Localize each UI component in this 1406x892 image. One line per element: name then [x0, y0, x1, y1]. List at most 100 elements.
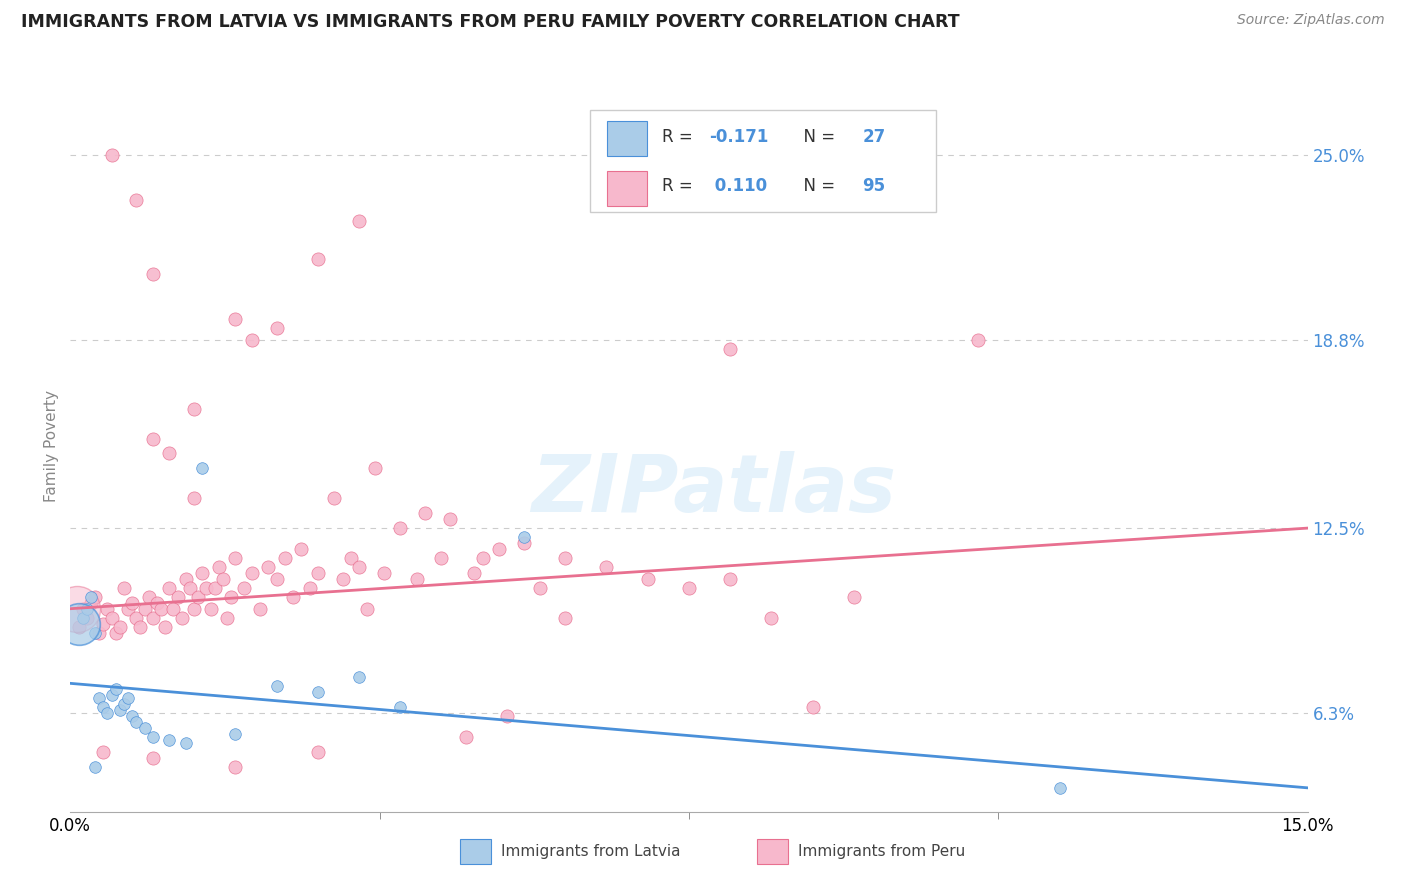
Point	[162, 601, 184, 615]
FancyBboxPatch shape	[591, 110, 936, 212]
Point	[554, 610, 576, 624]
Point	[191, 461, 214, 475]
Bar	[607, 120, 647, 155]
Point	[529, 581, 551, 595]
Point	[96, 601, 118, 615]
Point	[513, 530, 536, 544]
Text: 0.110: 0.110	[709, 178, 766, 195]
Point	[496, 709, 519, 723]
Point	[108, 619, 131, 633]
Point	[678, 581, 700, 595]
Point	[157, 733, 180, 747]
Text: ZIPatlas: ZIPatlas	[531, 450, 896, 529]
Bar	[756, 838, 787, 864]
Point	[66, 601, 89, 615]
Point	[138, 590, 160, 604]
Point	[166, 590, 188, 604]
Point	[72, 610, 94, 624]
Point	[405, 572, 427, 586]
Point	[170, 610, 193, 624]
Text: IMMIGRANTS FROM LATVIA VS IMMIGRANTS FROM PERU FAMILY POVERTY CORRELATION CHART: IMMIGRANTS FROM LATVIA VS IMMIGRANTS FRO…	[21, 13, 960, 31]
Point	[84, 760, 107, 774]
Point	[356, 601, 378, 615]
Point	[266, 572, 288, 586]
Point	[200, 601, 222, 615]
Point	[595, 560, 617, 574]
Point	[67, 619, 90, 633]
Point	[323, 491, 346, 506]
Point	[761, 610, 783, 624]
Point	[373, 566, 395, 580]
Point	[112, 698, 135, 712]
Point	[439, 512, 461, 526]
Point	[307, 745, 329, 759]
Point	[117, 601, 139, 615]
Point	[174, 736, 197, 750]
Point	[208, 560, 231, 574]
Bar	[607, 171, 647, 206]
Point	[183, 601, 205, 615]
Point	[307, 566, 329, 580]
Point	[125, 610, 148, 624]
Point	[471, 551, 494, 566]
Text: 95: 95	[862, 178, 886, 195]
Point	[463, 566, 485, 580]
Point	[456, 730, 478, 744]
Point	[224, 760, 246, 774]
Point	[104, 625, 127, 640]
Point	[142, 268, 165, 282]
Point	[142, 432, 165, 446]
Point	[347, 213, 370, 227]
Point	[89, 625, 111, 640]
Point	[554, 551, 576, 566]
Point	[307, 685, 329, 699]
Point	[298, 581, 321, 595]
Point	[187, 590, 209, 604]
Point	[430, 551, 453, 566]
Point	[413, 506, 436, 520]
Point	[142, 730, 165, 744]
Point	[100, 148, 122, 162]
Text: N =: N =	[793, 128, 841, 146]
Point	[307, 252, 329, 267]
Point	[121, 709, 143, 723]
Point	[183, 491, 205, 506]
Point	[249, 601, 271, 615]
Point	[104, 682, 127, 697]
Point	[112, 581, 135, 595]
Point	[204, 581, 226, 595]
Point	[718, 572, 741, 586]
Point	[91, 700, 114, 714]
Point	[257, 560, 280, 574]
Point	[80, 596, 103, 610]
Point	[76, 610, 98, 624]
Point	[134, 601, 156, 615]
Point	[240, 333, 263, 347]
Point	[266, 321, 288, 335]
Point	[290, 541, 312, 556]
Point	[108, 703, 131, 717]
Point	[339, 551, 361, 566]
Point	[153, 619, 176, 633]
Point	[274, 551, 297, 566]
Point	[100, 688, 122, 702]
Point	[142, 610, 165, 624]
Point	[157, 446, 180, 460]
Point	[100, 610, 122, 624]
Point	[488, 541, 510, 556]
Y-axis label: Family Poverty: Family Poverty	[44, 390, 59, 502]
Point	[389, 700, 412, 714]
Text: -0.171: -0.171	[709, 128, 768, 146]
Point	[117, 691, 139, 706]
Point	[224, 312, 246, 326]
Point	[224, 551, 246, 566]
Text: Immigrants from Peru: Immigrants from Peru	[797, 845, 965, 860]
Text: R =: R =	[662, 128, 697, 146]
Point	[364, 461, 387, 475]
Point	[84, 590, 107, 604]
Text: N =: N =	[793, 178, 841, 195]
Point	[91, 616, 114, 631]
Point	[129, 619, 152, 633]
Point	[191, 566, 214, 580]
Point	[281, 590, 304, 604]
